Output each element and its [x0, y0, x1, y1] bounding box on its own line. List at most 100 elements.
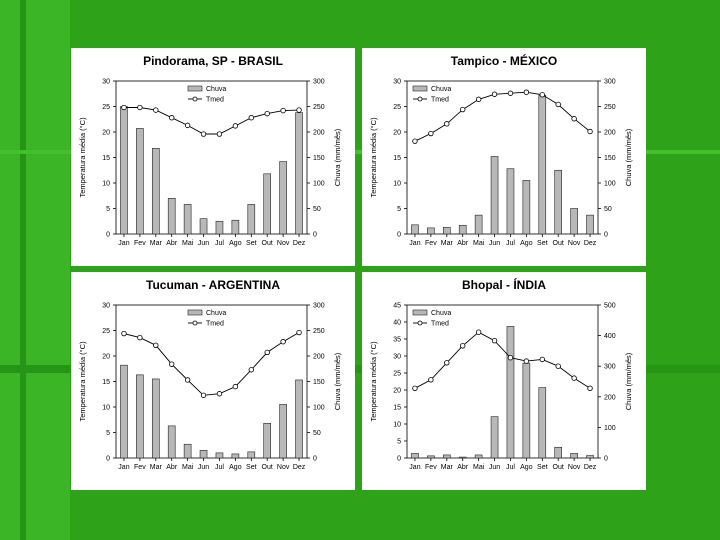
- x-tick-label: Set: [246, 464, 257, 471]
- temperature-point: [216, 131, 223, 137]
- y-left-tick-label: 45: [393, 303, 401, 310]
- rain-bar: [522, 362, 531, 459]
- legend-swatch-bar: [412, 309, 428, 316]
- temperature-point: [523, 89, 530, 95]
- rain-bar: [136, 374, 144, 459]
- legend-label: Tmed: [431, 321, 449, 328]
- y-left-tick-label: 5: [106, 430, 110, 437]
- y-left-tick-label: 35: [393, 337, 401, 344]
- temperature-point: [137, 104, 143, 111]
- y-left-tick-label: 10: [393, 422, 401, 429]
- y-left-tick-label: 5: [397, 206, 401, 213]
- x-tick-label: Abr: [166, 464, 178, 471]
- rain-bar: [279, 161, 287, 235]
- plot-frame: [115, 80, 308, 235]
- temperature-point: [539, 92, 545, 98]
- chart-panel-tucuman: Tucuman - ARGENTINA 0 5 10 15 20 25 30 0 50 100 15…: [71, 272, 355, 490]
- x-tick-label: Mar: [441, 240, 454, 247]
- legend-label: Chuva: [431, 310, 451, 317]
- x-tick-label: Abr: [457, 240, 469, 247]
- y-right-tick-label: 300: [604, 79, 616, 86]
- rain-bar: [506, 168, 515, 235]
- legend-swatch-point: [417, 320, 423, 326]
- chart-svg: 051015202530050100150200250300Temperatur…: [369, 79, 633, 248]
- legend-label: Chuva: [206, 310, 226, 317]
- rain-bar: [474, 454, 483, 459]
- temperature-point: [475, 96, 482, 103]
- temperature-line: [124, 107, 300, 135]
- x-tick-label: Fev: [425, 464, 437, 471]
- temperature-point: [153, 342, 159, 348]
- temperature-point: [507, 354, 514, 361]
- y-right-tick-label: 100: [313, 405, 325, 412]
- y-left-tick-label: 10: [393, 181, 401, 188]
- temperature-point: [460, 106, 466, 113]
- x-tick-label: Ago: [520, 464, 533, 471]
- temperature-point: [555, 101, 561, 108]
- background-stripe: [0, 0, 70, 540]
- rain-bar: [490, 416, 499, 459]
- y-left-tick-label: 25: [102, 104, 110, 111]
- rain-bar: [570, 208, 578, 235]
- y-right-tick-label: 300: [313, 303, 325, 310]
- temperature-point: [296, 107, 302, 113]
- temperature-point: [507, 90, 514, 96]
- y-left-axis-label: Temperatura média (°C): [78, 117, 87, 198]
- temperature-point: [153, 107, 159, 113]
- rain-bar: [442, 227, 451, 235]
- x-tick-label: Set: [246, 240, 257, 247]
- rain-bar: [247, 451, 256, 459]
- x-tick-label: Jan: [409, 240, 420, 247]
- chart-title: Pindorama, SP - BRASIL: [143, 54, 283, 68]
- y-left-tick-label: 40: [393, 320, 401, 327]
- y-right-tick-label: 50: [313, 206, 321, 213]
- rain-bar: [554, 169, 563, 235]
- x-tick-label: Jan: [118, 464, 129, 471]
- temperature-point: [412, 385, 418, 391]
- rain-bar: [427, 227, 435, 235]
- y-right-tick-label: 500: [604, 303, 616, 310]
- plot-frame: [115, 304, 308, 459]
- x-tick-label: Set: [537, 240, 548, 247]
- y-right-tick-label: 50: [604, 206, 612, 213]
- rain-bar: [167, 198, 176, 235]
- rain-bar: [442, 454, 451, 459]
- x-tick-label: Dez: [584, 464, 597, 471]
- rain-bar: [120, 106, 128, 235]
- y-right-tick-label: 100: [604, 425, 616, 432]
- rain-bar: [538, 94, 547, 235]
- background-stripe: [20, 0, 26, 540]
- y-right-axis-label: Chuva (mm/mês): [333, 352, 342, 410]
- y-right-axis-label: Chuva (mm/mês): [624, 352, 633, 410]
- y-right-tick-label: 50: [313, 430, 321, 437]
- x-tick-label: Ago: [229, 240, 242, 247]
- x-tick-label: Dez: [293, 240, 306, 247]
- y-left-tick-label: 30: [102, 303, 110, 310]
- x-tick-label: Nov: [568, 240, 581, 247]
- y-left-tick-label: 0: [106, 456, 110, 463]
- legend-label: Chuva: [206, 86, 226, 93]
- rain-bar: [199, 450, 208, 459]
- temperature-point: [200, 392, 207, 398]
- temperature-point: [184, 122, 191, 129]
- legend-label: Tmed: [431, 97, 449, 104]
- y-left-tick-label: 25: [102, 328, 110, 335]
- legend-swatch-point: [192, 320, 198, 326]
- y-right-tick-label: 200: [604, 130, 616, 137]
- temperature-point: [491, 91, 498, 97]
- y-right-tick-label: 0: [604, 232, 608, 239]
- temperature-point: [571, 116, 577, 122]
- x-tick-label: Mar: [150, 240, 163, 247]
- temperature-point: [121, 330, 127, 337]
- temperature-point: [200, 131, 207, 137]
- plot-frame: [406, 80, 599, 235]
- chart-panel-bhopal: Bhopal - ÍNDIA 0 5 10 15 20 25 30 35 40 45 0 100 200…: [362, 272, 646, 490]
- rain-bar: [231, 453, 240, 459]
- x-tick-label: Fev: [425, 240, 437, 247]
- temperature-point: [121, 104, 127, 111]
- y-right-axis-label: Chuva (mm/mês): [624, 128, 633, 186]
- chart-title: Tampico - MÉXICO: [450, 54, 558, 68]
- y-right-tick-label: 250: [313, 104, 325, 111]
- rain-bar: [136, 128, 144, 235]
- temperature-point: [571, 375, 577, 381]
